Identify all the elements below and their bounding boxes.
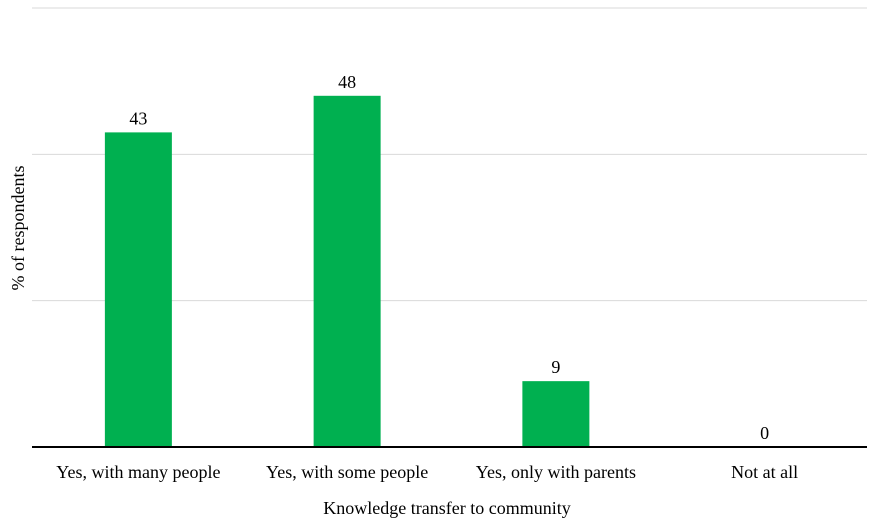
- x-tick-label: Yes, only with parents: [476, 462, 636, 482]
- bar: [522, 381, 590, 447]
- x-tick-label: Not at all: [731, 462, 798, 482]
- bar: [313, 95, 381, 448]
- data-labels: 43 48 9 0: [129, 72, 769, 443]
- x-tick-label: Yes, with some people: [266, 462, 428, 482]
- x-tick-labels: Yes, with many people Yes, with some peop…: [56, 462, 798, 482]
- y-axis-label: % of respondents: [8, 166, 28, 291]
- x-axis-label: Knowledge transfer to community: [323, 498, 570, 518]
- bar: [104, 132, 172, 447]
- data-label: 0: [760, 423, 769, 443]
- data-label: 48: [338, 72, 356, 92]
- x-tick-label: Yes, with many people: [56, 462, 220, 482]
- bars: [104, 95, 590, 448]
- data-label: 43: [129, 108, 147, 128]
- data-label: 9: [551, 357, 560, 377]
